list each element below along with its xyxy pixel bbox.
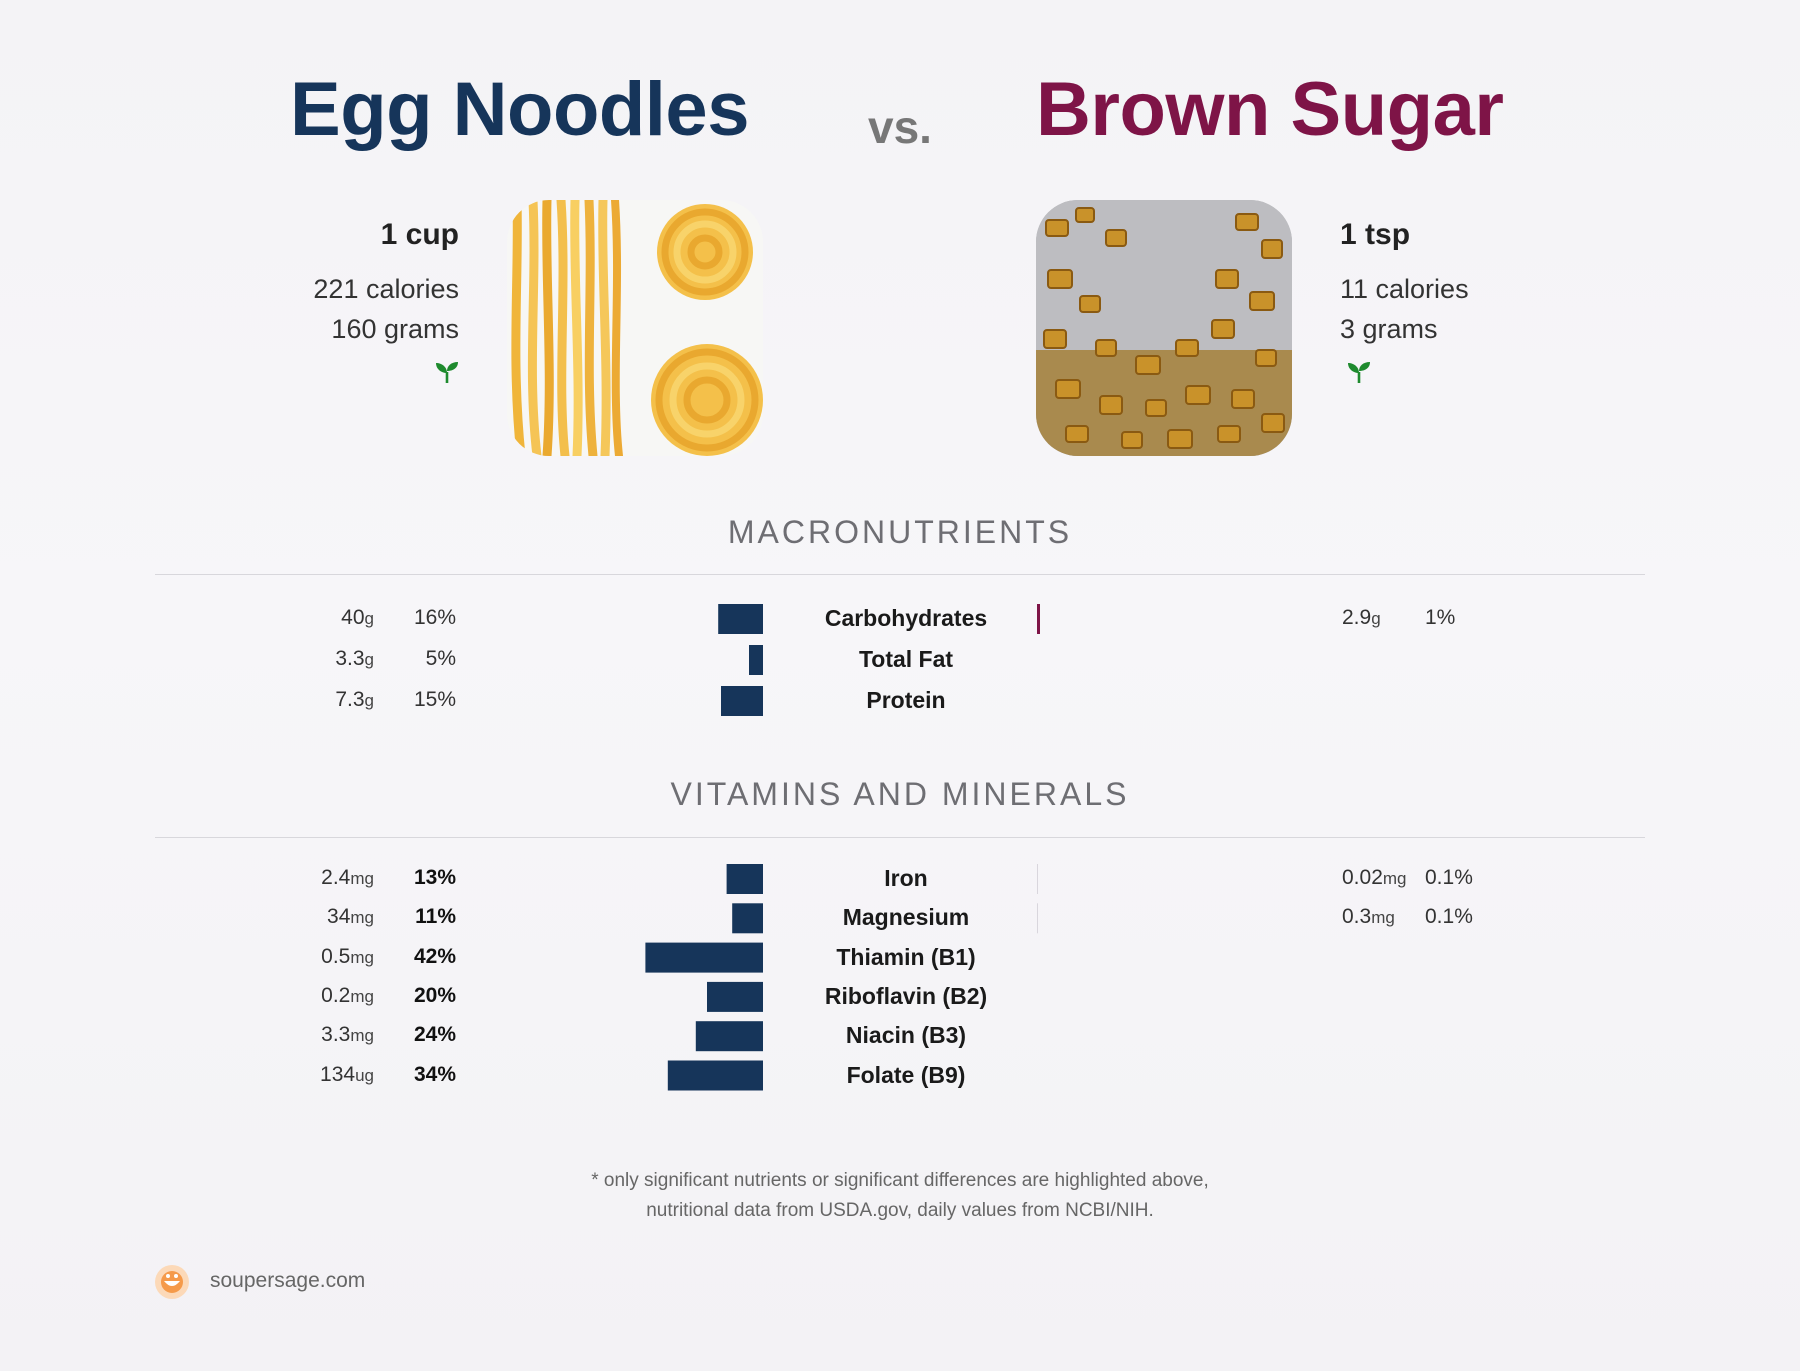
nutrient-label: Magnesium — [842, 904, 970, 931]
left-percent: 42% — [413, 944, 456, 968]
footnote-line-1: * only significant nutrients or signific… — [591, 1170, 1209, 1191]
right-amount-value: 2.9 — [1342, 606, 1372, 629]
nutrient-label: Niacin (B3) — [845, 1022, 967, 1049]
nutrient-label: Thiamin (B1) — [836, 943, 976, 970]
right-percent: 1% — [1425, 606, 1456, 629]
left-amount-value: 34 — [327, 905, 351, 929]
left-amount-value: 40 — [341, 606, 365, 629]
nutrient-label: Protein — [866, 687, 946, 713]
nutrient-label: Riboflavin (B2) — [824, 982, 988, 1009]
right-amount-value: 0.3 — [1342, 905, 1372, 929]
left-percent: 20% — [413, 983, 456, 1007]
left-percent: 15% — [413, 688, 456, 711]
left-percent: 16% — [413, 606, 456, 629]
left-serving: 1 cup — [380, 218, 459, 251]
left-amount-value: 3.3 — [335, 647, 365, 670]
left-percent: 34% — [413, 1062, 456, 1086]
right-amount-unit: g — [1371, 609, 1381, 628]
brown-sugar-photo — [1036, 200, 1292, 456]
right-serving: 1 tsp — [1340, 218, 1411, 251]
left-bar — [718, 604, 763, 634]
nutrient-label: Total Fat — [858, 646, 954, 672]
left-amount: 2.4mg — [321, 866, 374, 890]
left-amount: 0.2mg — [321, 984, 374, 1008]
vitamins-heading: VITAMINS AND MINERALS — [670, 776, 1130, 812]
left-amount-unit: mg — [350, 947, 374, 967]
macros-divider — [155, 574, 1645, 575]
left-amount-unit: mg — [350, 986, 374, 1006]
left-amount: 3.3mg — [321, 1023, 374, 1047]
left-amount: 3.3g — [335, 647, 374, 671]
right-calories: 11 calories — [1340, 274, 1469, 304]
vs-label: vs. — [868, 101, 932, 153]
macronutrients-heading: MACRONUTRIENTS — [727, 514, 1073, 550]
sprout-icon — [434, 360, 460, 389]
left-amount-unit: mg — [350, 908, 374, 928]
left-amount: 34mg — [327, 905, 374, 929]
left-amount: 7.3g — [335, 688, 374, 712]
left-amount-unit: g — [364, 650, 374, 669]
left-amount-unit: ug — [355, 1065, 374, 1085]
left-percent: 11% — [415, 905, 456, 929]
left-amount-unit: mg — [350, 1026, 374, 1046]
sprout-icon — [1346, 360, 1372, 389]
left-bar — [707, 981, 763, 1012]
nutrient-label: Folate (B9) — [846, 1061, 966, 1088]
right-bar — [1037, 864, 1038, 894]
left-amount-value: 0.2 — [321, 983, 351, 1007]
left-amount-value: 3.3 — [321, 1023, 351, 1047]
left-percent: 24% — [413, 1023, 456, 1047]
nutrient-label: Iron — [884, 865, 928, 891]
left-amount-value: 134 — [320, 1062, 356, 1086]
left-percent: 5% — [425, 647, 456, 670]
right-amount: 0.02mg — [1342, 866, 1407, 890]
egg-noodles-photo — [507, 200, 763, 456]
right-amount-unit: mg — [1371, 908, 1395, 928]
footnote-line-2: nutritional data from USDA.gov, daily va… — [646, 1200, 1154, 1221]
soupersage-logo-icon — [154, 1264, 190, 1305]
left-amount-unit: g — [364, 609, 374, 628]
right-percent: 0.1% — [1425, 866, 1473, 889]
left-amount-value: 0.5 — [321, 944, 351, 968]
left-amount-value: 2.4 — [321, 866, 351, 889]
left-bar — [667, 1060, 763, 1091]
left-amount: 0.5mg — [321, 945, 374, 969]
left-grams: 160 grams — [331, 314, 459, 344]
left-food-title: Egg Noodles — [290, 67, 749, 152]
right-percent: 0.1% — [1425, 905, 1473, 929]
left-bar — [726, 864, 763, 894]
left-calories: 221 calories — [313, 274, 459, 304]
left-bar — [732, 903, 763, 934]
left-percent: 13% — [413, 866, 456, 889]
right-amount: 0.3mg — [1342, 905, 1395, 929]
right-bar — [1037, 604, 1040, 634]
right-bar — [1037, 903, 1038, 934]
left-amount: 134ug — [320, 1063, 374, 1087]
left-amount-value: 7.3 — [335, 688, 365, 711]
left-amount-unit: mg — [350, 869, 374, 888]
vitamins-divider — [155, 837, 1645, 838]
left-bar — [645, 942, 763, 973]
right-food-title: Brown Sugar — [1036, 67, 1504, 152]
left-bar — [721, 686, 763, 716]
left-bar — [695, 1021, 763, 1052]
nutrient-label: Carbohydrates — [824, 605, 988, 631]
right-amount: 2.9g — [1342, 606, 1381, 630]
left-amount: 40g — [341, 606, 374, 630]
left-amount-unit: g — [364, 691, 374, 710]
right-amount-value: 0.02 — [1342, 866, 1383, 889]
left-bar — [749, 645, 763, 675]
site-name: soupersage.com — [210, 1269, 366, 1292]
right-amount-unit: mg — [1382, 869, 1407, 888]
right-grams: 3 grams — [1340, 314, 1438, 344]
